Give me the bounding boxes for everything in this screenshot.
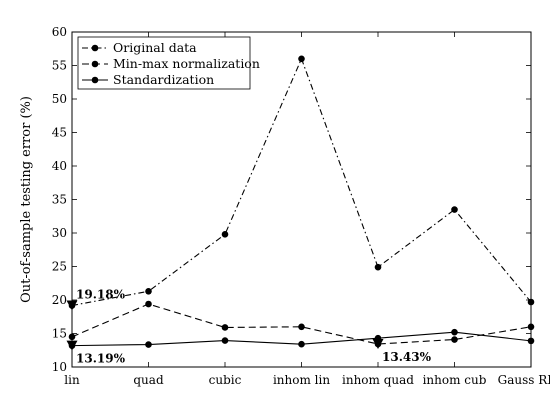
y-tick-label: 50 (52, 92, 67, 106)
legend-marker (91, 76, 99, 84)
x-tick-labels: lin quad cubic inhom lin inhom quad inhom cub… (64, 373, 550, 387)
data-point (527, 298, 535, 306)
y-tick-label: 60 (52, 25, 67, 39)
data-point (451, 328, 458, 336)
x-tick-label: inhom lin (273, 373, 330, 387)
x-tick-label: inhom quad (342, 373, 414, 387)
data-point (221, 324, 229, 331)
data-point (451, 206, 458, 213)
data-point (145, 341, 152, 348)
y-tick-label: 20 (52, 293, 67, 307)
x-tick-label: cubic (209, 373, 242, 387)
legend-label: Min-max normalization (113, 56, 260, 71)
y-tick-label: 40 (52, 159, 67, 173)
y-tick-label: 10 (52, 360, 67, 374)
data-point (68, 333, 76, 341)
annotation-marker (66, 340, 78, 351)
y-tick-labels: 10 15 20 25 30 35 40 45 50 55 60 (52, 25, 67, 374)
legend-marker (91, 60, 99, 68)
annotations: 19.18% 13.19% 13.43% (66, 287, 432, 366)
series-markers (68, 55, 535, 349)
y-tick-label: 55 (52, 59, 67, 73)
x-tick-label: inhom cub (423, 373, 487, 387)
data-point (145, 287, 152, 295)
legend-marker (91, 44, 99, 52)
x-tick-label: Gauss RBF (498, 373, 550, 387)
legend-label: Original data (113, 40, 197, 55)
data-point (527, 323, 535, 331)
y-tick-label: 25 (52, 260, 67, 274)
y-tick-label: 45 (52, 126, 67, 140)
data-point (221, 337, 229, 344)
annotation-marker (66, 300, 78, 311)
annotation-label: 19.18% (76, 287, 126, 301)
axis-ticks (71, 31, 532, 368)
data-point (527, 337, 535, 345)
data-point (298, 55, 305, 63)
y-axis-label: Out-of-sample testing error (%) (19, 96, 34, 303)
data-point (451, 336, 458, 343)
data-point (298, 340, 305, 348)
data-point (298, 323, 305, 331)
x-tick-label: quad (133, 373, 164, 387)
data-point (145, 300, 152, 308)
x-tick-label: lin (64, 373, 80, 387)
y-tick-label: 30 (52, 226, 67, 240)
data-point (374, 263, 382, 271)
annotation-label: 13.19% (76, 352, 126, 366)
annotation-marker (372, 339, 384, 350)
annotation-label: 13.43% (382, 350, 432, 364)
y-tick-label: 35 (52, 193, 67, 207)
data-point (221, 231, 229, 238)
legend-label: Standardization (113, 72, 214, 87)
y-tick-label: 15 (52, 327, 67, 341)
